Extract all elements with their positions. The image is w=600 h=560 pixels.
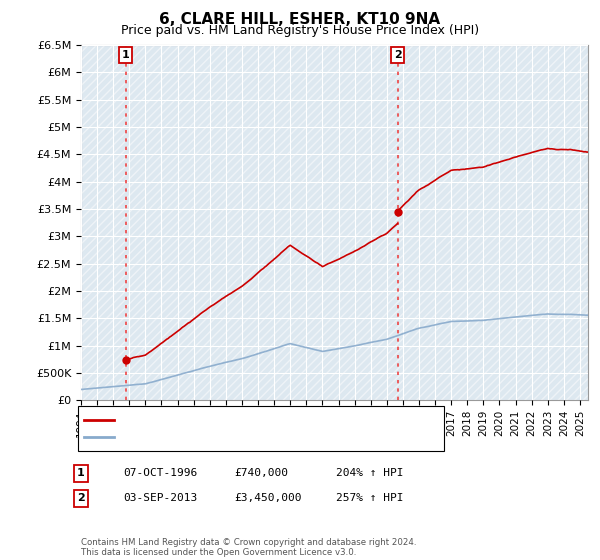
Text: 03-SEP-2013: 03-SEP-2013	[123, 493, 197, 503]
Text: 6, CLARE HILL, ESHER, KT10 9NA: 6, CLARE HILL, ESHER, KT10 9NA	[160, 12, 440, 27]
Text: 204% ↑ HPI: 204% ↑ HPI	[336, 468, 404, 478]
Text: £740,000: £740,000	[234, 468, 288, 478]
Text: HPI: Average price, detached house, Elmbridge: HPI: Average price, detached house, Elmb…	[119, 432, 365, 442]
Text: 2: 2	[77, 493, 85, 503]
Text: 07-OCT-1996: 07-OCT-1996	[123, 468, 197, 478]
Text: 257% ↑ HPI: 257% ↑ HPI	[336, 493, 404, 503]
Text: 1: 1	[77, 468, 85, 478]
Text: 2: 2	[394, 50, 401, 60]
Text: £3,450,000: £3,450,000	[234, 493, 302, 503]
Text: Price paid vs. HM Land Registry's House Price Index (HPI): Price paid vs. HM Land Registry's House …	[121, 24, 479, 36]
Text: 6, CLARE HILL, ESHER, KT10 9NA (detached house): 6, CLARE HILL, ESHER, KT10 9NA (detached…	[119, 415, 385, 425]
Text: 1: 1	[122, 50, 130, 60]
Text: Contains HM Land Registry data © Crown copyright and database right 2024.
This d: Contains HM Land Registry data © Crown c…	[81, 538, 416, 557]
